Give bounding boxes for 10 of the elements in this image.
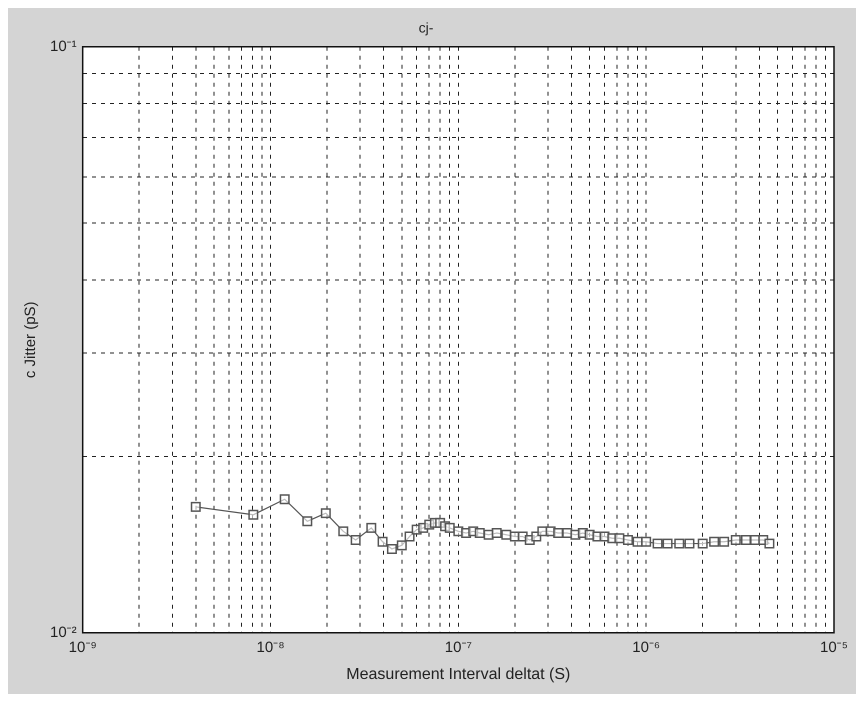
- x-tick-label: 10⁻⁶: [632, 638, 660, 656]
- y-axis-title: c Jitter (pS): [22, 301, 40, 378]
- x-tick-label: 10⁻⁸: [256, 638, 285, 656]
- y-tick-label: 10⁻²: [50, 624, 77, 641]
- y-tick-label: 10⁻¹: [50, 38, 77, 55]
- x-tick-label: 10⁻⁹: [68, 638, 97, 656]
- x-axis-title: Measurement Interval deltat (S): [346, 666, 570, 683]
- x-tick-label: 10⁻⁷: [444, 638, 472, 656]
- chart-title: cj-: [418, 19, 434, 36]
- x-tick-label: 10⁻⁵: [820, 638, 848, 656]
